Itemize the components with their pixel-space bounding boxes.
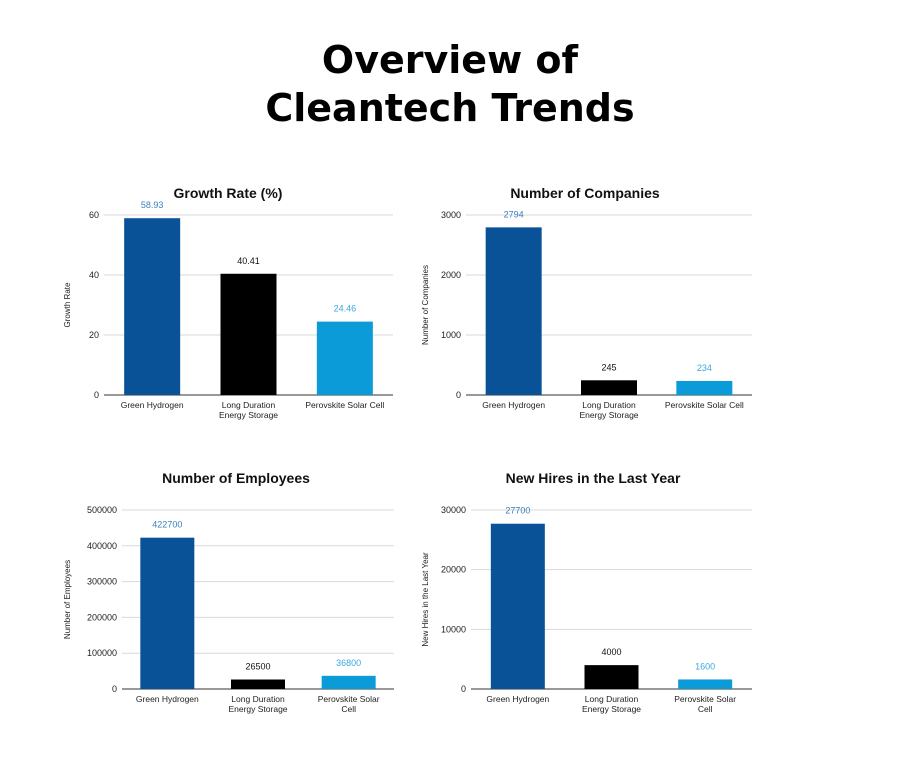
y-tick-label: 10000 [441,624,466,634]
x-category-label: Perovskite Solar Cell [665,400,744,410]
data-label: 1600 [695,661,715,671]
bar [140,537,195,689]
y-tick-label: 500000 [87,505,117,515]
page-title-line-1: Overview of [321,38,579,82]
chart-title: Number of Companies [510,185,660,201]
data-label: 24.46 [334,304,357,314]
y-tick-label: 30000 [441,505,466,515]
y-axis-title: Number of Companies [421,265,430,345]
y-tick-label: 200000 [87,612,117,622]
chart-title: New Hires in the Last Year [506,470,681,486]
page-title: Overview of Cleantech Trends [0,36,900,132]
data-label: 2794 [504,209,524,219]
y-axis-title: Growth Rate [63,282,72,327]
data-label: 26500 [245,662,270,672]
x-category-label: Long Duration [222,400,276,410]
bar [124,218,181,395]
x-category-label: Cell [698,704,713,714]
x-category-label: Long Duration [582,400,636,410]
y-tick-label: 20 [89,330,99,340]
x-category-label: Perovskite Solar [674,694,736,704]
x-category-label: Cell [341,704,356,714]
y-tick-label: 300000 [87,577,117,587]
bar [581,380,637,395]
x-category-label: Green Hydrogen [136,694,199,704]
y-tick-label: 400000 [87,541,117,551]
y-tick-label: 0 [112,684,117,694]
y-tick-label: 1000 [441,330,461,340]
bar [485,227,542,395]
y-tick-label: 0 [94,390,99,400]
x-category-label: Energy Storage [219,410,278,420]
y-axis-title: New Hires in the Last Year [421,552,430,647]
y-tick-label: 60 [89,210,99,220]
data-label: 40.41 [237,256,260,266]
page-title-line-2: Cleantech Trends [265,86,635,130]
bar [678,679,733,689]
bar [490,523,545,689]
x-category-label: Perovskite Solar Cell [305,400,384,410]
bar [321,675,376,689]
data-label: 27700 [505,506,530,516]
y-axis-title: Number of Employees [63,560,72,639]
y-tick-label: 0 [456,390,461,400]
data-label: 58.93 [141,200,164,210]
chart-title: Number of Employees [162,470,310,486]
x-category-label: Green Hydrogen [486,694,549,704]
x-category-label: Long Duration [231,694,285,704]
data-label: 422700 [152,520,182,530]
bar [584,665,639,689]
y-tick-label: 3000 [441,210,461,220]
x-category-label: Energy Storage [579,410,638,420]
y-tick-label: 100000 [87,648,117,658]
data-label: 234 [697,363,712,373]
y-tick-label: 0 [461,684,466,694]
y-tick-label: 20000 [441,565,466,575]
bar [220,273,277,395]
x-category-label: Long Duration [585,694,639,704]
bar [676,380,733,395]
x-category-label: Perovskite Solar [318,694,380,704]
data-label: 36800 [336,658,361,668]
bar [231,679,285,689]
x-category-label: Green Hydrogen [121,400,184,410]
y-tick-label: 2000 [441,270,461,280]
x-category-label: Energy Storage [228,704,287,714]
x-category-label: Green Hydrogen [482,400,545,410]
y-tick-label: 40 [89,270,99,280]
bar [316,321,373,395]
x-category-label: Energy Storage [582,704,641,714]
data-label: 245 [601,362,616,372]
chart-title: Growth Rate (%) [174,185,283,201]
data-label: 4000 [601,647,621,657]
